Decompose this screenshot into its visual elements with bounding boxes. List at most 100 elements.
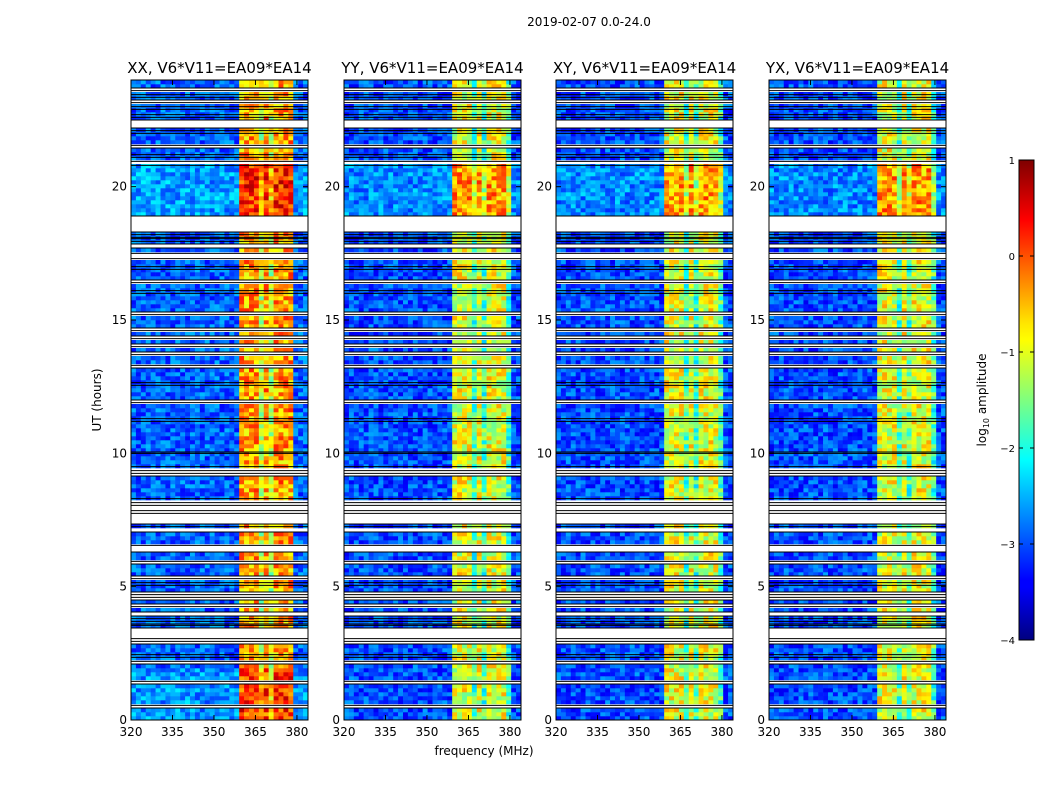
heatmap-cell (378, 652, 383, 656)
heatmap-cell (239, 460, 244, 464)
figure-suptitle: 2019-02-07 0.0-24.0 (527, 15, 651, 29)
heatmap-cell (254, 708, 259, 712)
heatmap-cell (141, 536, 146, 540)
heatmap-cell (151, 668, 156, 672)
heatmap-cell (234, 232, 239, 236)
heatmap-cell (239, 708, 244, 712)
heatmap-cell (269, 320, 274, 324)
heatmap-cell (279, 136, 284, 140)
heatmap-cell (205, 496, 210, 500)
heatmap-cell (215, 480, 220, 484)
heatmap-cell (224, 296, 229, 300)
heatmap-cell (220, 376, 225, 380)
heatmap-cell (298, 684, 303, 688)
heatmap-cell (141, 552, 146, 556)
heatmap-cell (234, 480, 239, 484)
heatmap-cell (269, 464, 274, 468)
heatmap-cell (283, 208, 288, 212)
heatmap-cell (279, 360, 284, 364)
heatmap-cell (180, 168, 185, 172)
heatmap-cell (293, 132, 298, 136)
heatmap-cell (264, 712, 269, 716)
heatmap-cell (175, 696, 180, 700)
heatmap-cell (224, 148, 229, 152)
heatmap-cell (288, 128, 293, 132)
heatmap-cell (234, 320, 239, 324)
heatmap-cell (200, 104, 205, 108)
heatmap-cell (180, 184, 185, 188)
heatmap-cell (447, 688, 452, 692)
heatmap-cell (274, 80, 279, 84)
heatmap-cell (195, 80, 200, 84)
heatmap-cell (279, 684, 284, 688)
heatmap-cell (224, 316, 229, 320)
heatmap-cell (487, 696, 492, 700)
heatmap-cell (234, 284, 239, 288)
heatmap-cell (462, 664, 467, 668)
heatmap-cell (200, 260, 205, 264)
heatmap-cell (175, 236, 180, 240)
heatmap-cell (180, 376, 185, 380)
heatmap-cell (378, 688, 383, 692)
heatmap-cell (224, 540, 229, 544)
heatmap-cell (205, 708, 210, 712)
heatmap-cell (156, 148, 161, 152)
heatmap-cell (298, 380, 303, 384)
heatmap-cell (259, 444, 264, 448)
heatmap-cell (393, 692, 398, 696)
heatmap-cell (170, 440, 175, 444)
heatmap-cell (279, 376, 284, 380)
heatmap-cell (398, 692, 403, 696)
heatmap-cell (131, 108, 136, 112)
heatmap-cell (264, 440, 269, 444)
heatmap-cell (190, 532, 195, 536)
heatmap-cell (195, 284, 200, 288)
heatmap-cell (200, 320, 205, 324)
heatmap-cell (210, 388, 215, 392)
heatmap-cell (195, 540, 200, 544)
heatmap-cell (220, 356, 225, 360)
heatmap-cell (165, 492, 170, 496)
heatmap-cell (403, 700, 408, 704)
heatmap-cell (234, 376, 239, 380)
heatmap-cell (293, 156, 298, 160)
heatmap-cell (185, 496, 190, 500)
heatmap-cell (283, 292, 288, 296)
heatmap-cell (254, 532, 259, 536)
heatmap-cell (442, 692, 447, 696)
heatmap-cell (151, 616, 156, 620)
heatmap-cell (279, 524, 284, 528)
heatmap-cell (190, 176, 195, 180)
heatmap-cell (215, 304, 220, 308)
heatmap-cell (215, 248, 220, 252)
heatmap-cell (170, 112, 175, 116)
heatmap-cell (220, 136, 225, 140)
heatmap-cell (457, 688, 462, 692)
heatmap-cell (433, 668, 438, 672)
heatmap-cell (136, 248, 141, 252)
heatmap-cell (288, 320, 293, 324)
heatmap-cell (274, 108, 279, 112)
heatmap-cell (388, 684, 393, 688)
heatmap-cell (398, 708, 403, 712)
heatmap-cell (364, 656, 369, 660)
heatmap-cell (190, 208, 195, 212)
heatmap-cell (151, 688, 156, 692)
heatmap-cell (185, 688, 190, 692)
heatmap-cell (264, 380, 269, 384)
heatmap-cell (234, 436, 239, 440)
heatmap-cell (161, 168, 166, 172)
heatmap-cell (279, 248, 284, 252)
heatmap-cell (264, 156, 269, 160)
heatmap-cell (156, 272, 161, 276)
heatmap-cell (279, 196, 284, 200)
heatmap-cell (239, 196, 244, 200)
heatmap-cell (161, 556, 166, 560)
heatmap-cell (180, 616, 185, 620)
heatmap-cell (161, 296, 166, 300)
heatmap-cell (234, 476, 239, 480)
heatmap-cell (259, 204, 264, 208)
heatmap-cell (274, 488, 279, 492)
heatmap-cell (175, 488, 180, 492)
heatmap-cell (224, 380, 229, 384)
